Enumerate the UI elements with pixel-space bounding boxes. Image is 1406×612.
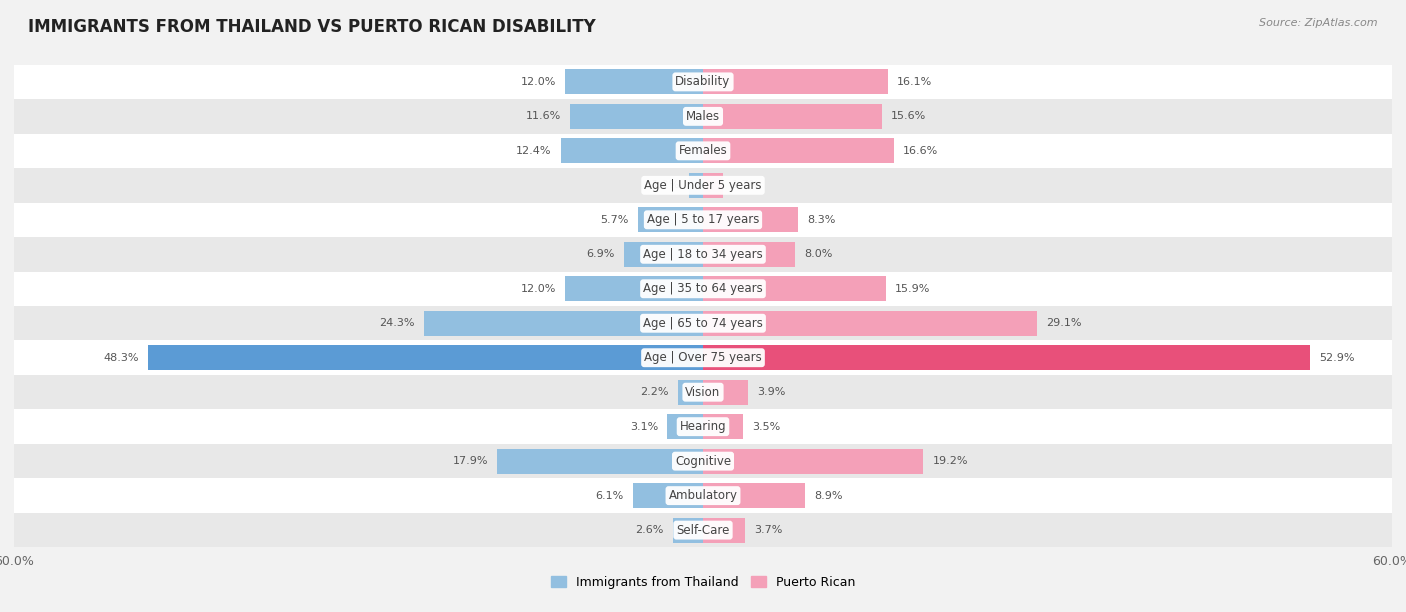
Text: 16.6%: 16.6% bbox=[903, 146, 938, 156]
Text: Age | 65 to 74 years: Age | 65 to 74 years bbox=[643, 317, 763, 330]
Text: 15.6%: 15.6% bbox=[891, 111, 927, 121]
Bar bbox=[561, 138, 703, 163]
Text: 19.2%: 19.2% bbox=[932, 456, 969, 466]
Bar bbox=[569, 104, 703, 129]
Bar bbox=[703, 242, 794, 267]
Bar bbox=[14, 306, 1392, 340]
Bar bbox=[149, 345, 703, 370]
Bar bbox=[703, 311, 1038, 335]
Bar bbox=[14, 65, 1392, 99]
Text: Age | 5 to 17 years: Age | 5 to 17 years bbox=[647, 214, 759, 226]
Text: 16.1%: 16.1% bbox=[897, 77, 932, 87]
Bar bbox=[703, 345, 1310, 370]
Bar bbox=[703, 70, 887, 94]
Bar bbox=[14, 133, 1392, 168]
Bar bbox=[624, 242, 703, 267]
Text: Cognitive: Cognitive bbox=[675, 455, 731, 468]
Bar bbox=[633, 483, 703, 508]
Bar bbox=[425, 311, 703, 335]
Bar bbox=[498, 449, 703, 474]
Bar bbox=[703, 414, 744, 439]
Text: 6.9%: 6.9% bbox=[586, 249, 614, 259]
Text: 8.3%: 8.3% bbox=[807, 215, 835, 225]
Text: 12.4%: 12.4% bbox=[516, 146, 551, 156]
Text: IMMIGRANTS FROM THAILAND VS PUERTO RICAN DISABILITY: IMMIGRANTS FROM THAILAND VS PUERTO RICAN… bbox=[28, 18, 596, 36]
Text: 15.9%: 15.9% bbox=[894, 284, 931, 294]
Bar bbox=[14, 375, 1392, 409]
Bar bbox=[703, 207, 799, 232]
Text: Source: ZipAtlas.com: Source: ZipAtlas.com bbox=[1260, 18, 1378, 28]
Text: Males: Males bbox=[686, 110, 720, 123]
Text: 17.9%: 17.9% bbox=[453, 456, 488, 466]
Text: Age | Under 5 years: Age | Under 5 years bbox=[644, 179, 762, 192]
Text: 5.7%: 5.7% bbox=[600, 215, 628, 225]
Bar bbox=[14, 513, 1392, 547]
Text: Hearing: Hearing bbox=[679, 420, 727, 433]
Bar bbox=[703, 173, 723, 198]
Bar bbox=[14, 203, 1392, 237]
Bar bbox=[565, 277, 703, 301]
Text: Age | 35 to 64 years: Age | 35 to 64 years bbox=[643, 282, 763, 295]
Text: Self-Care: Self-Care bbox=[676, 524, 730, 537]
Bar bbox=[703, 380, 748, 405]
Bar bbox=[703, 518, 745, 542]
Text: 24.3%: 24.3% bbox=[380, 318, 415, 328]
Bar bbox=[637, 207, 703, 232]
Bar bbox=[14, 479, 1392, 513]
Bar bbox=[678, 380, 703, 405]
Text: 2.6%: 2.6% bbox=[636, 525, 664, 535]
Text: 8.0%: 8.0% bbox=[804, 249, 832, 259]
Text: 8.9%: 8.9% bbox=[814, 491, 842, 501]
Text: Females: Females bbox=[679, 144, 727, 157]
Text: 6.1%: 6.1% bbox=[596, 491, 624, 501]
Text: 1.7%: 1.7% bbox=[731, 181, 761, 190]
Text: Disability: Disability bbox=[675, 75, 731, 88]
Bar bbox=[14, 444, 1392, 479]
Text: 48.3%: 48.3% bbox=[104, 353, 139, 363]
Bar bbox=[14, 168, 1392, 203]
Bar bbox=[14, 99, 1392, 133]
Bar bbox=[703, 277, 886, 301]
Text: 2.2%: 2.2% bbox=[640, 387, 669, 397]
Text: Age | Over 75 years: Age | Over 75 years bbox=[644, 351, 762, 364]
Bar bbox=[668, 414, 703, 439]
Text: 29.1%: 29.1% bbox=[1046, 318, 1081, 328]
Bar bbox=[14, 340, 1392, 375]
Bar bbox=[14, 409, 1392, 444]
Text: 3.9%: 3.9% bbox=[756, 387, 786, 397]
Bar bbox=[14, 272, 1392, 306]
Text: 1.2%: 1.2% bbox=[651, 181, 681, 190]
Bar bbox=[673, 518, 703, 542]
Text: Ambulatory: Ambulatory bbox=[668, 489, 738, 502]
Text: 3.1%: 3.1% bbox=[630, 422, 658, 431]
Legend: Immigrants from Thailand, Puerto Rican: Immigrants from Thailand, Puerto Rican bbox=[546, 570, 860, 594]
Bar bbox=[703, 483, 806, 508]
Bar bbox=[703, 138, 894, 163]
Text: 3.5%: 3.5% bbox=[752, 422, 780, 431]
Text: 11.6%: 11.6% bbox=[526, 111, 561, 121]
Text: Vision: Vision bbox=[685, 386, 721, 398]
Text: Age | 18 to 34 years: Age | 18 to 34 years bbox=[643, 248, 763, 261]
Text: 52.9%: 52.9% bbox=[1320, 353, 1355, 363]
Bar bbox=[689, 173, 703, 198]
Text: 12.0%: 12.0% bbox=[520, 284, 555, 294]
Text: 3.7%: 3.7% bbox=[755, 525, 783, 535]
Bar bbox=[14, 237, 1392, 272]
Text: 12.0%: 12.0% bbox=[520, 77, 555, 87]
Bar bbox=[703, 104, 882, 129]
Bar bbox=[703, 449, 924, 474]
Bar bbox=[565, 70, 703, 94]
